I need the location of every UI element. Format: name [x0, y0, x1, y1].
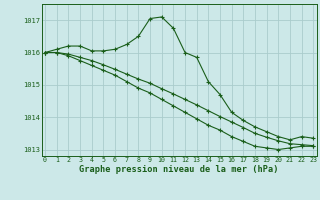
X-axis label: Graphe pression niveau de la mer (hPa): Graphe pression niveau de la mer (hPa)	[79, 165, 279, 174]
